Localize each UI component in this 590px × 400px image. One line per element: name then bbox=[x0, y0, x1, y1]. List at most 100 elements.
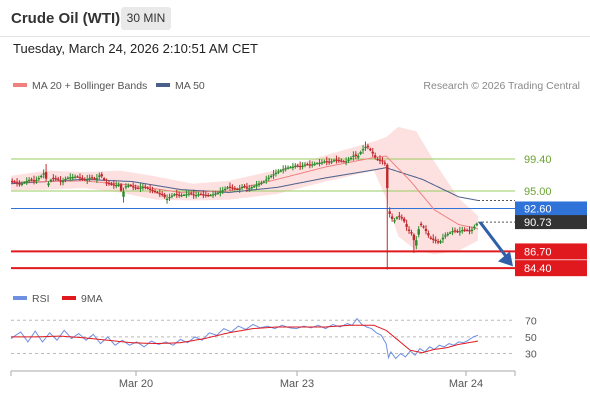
ma50-line bbox=[10, 167, 479, 201]
candle bbox=[107, 180, 111, 186]
candle-body bbox=[156, 192, 159, 194]
candle bbox=[432, 234, 435, 244]
candle bbox=[405, 219, 408, 231]
candle-body bbox=[197, 194, 200, 196]
legend-ma50-label: MA 50 bbox=[175, 80, 205, 92]
candle-body bbox=[69, 177, 72, 179]
candle-body bbox=[23, 182, 26, 184]
candle bbox=[422, 225, 425, 229]
candle-body bbox=[381, 160, 384, 162]
candle bbox=[279, 169, 282, 173]
candle bbox=[98, 172, 101, 180]
candle-body bbox=[470, 229, 474, 232]
candle bbox=[373, 152, 377, 160]
resistance-label: 99.40 bbox=[524, 154, 552, 166]
candle bbox=[361, 145, 365, 154]
candle-body bbox=[25, 180, 28, 183]
candle bbox=[13, 180, 16, 184]
candle-body bbox=[228, 186, 232, 188]
candle-body bbox=[451, 231, 454, 233]
candle bbox=[323, 159, 326, 164]
candle bbox=[146, 186, 149, 190]
candle-body bbox=[139, 187, 142, 189]
candle bbox=[64, 176, 67, 183]
candle bbox=[122, 187, 125, 203]
candle-body bbox=[71, 176, 74, 179]
x-axis-label: Mar 20 bbox=[119, 378, 153, 390]
candle bbox=[415, 236, 418, 250]
candle-body bbox=[185, 194, 188, 196]
candle bbox=[18, 180, 21, 187]
candle-body bbox=[320, 162, 324, 164]
candle bbox=[376, 157, 379, 161]
candle bbox=[81, 175, 84, 181]
candle-body bbox=[371, 151, 374, 154]
candle-body bbox=[458, 231, 462, 233]
candle bbox=[349, 156, 353, 161]
level-labels-layer: 99.40 95.00 92.60 90.73 86.70 84.40 bbox=[515, 154, 587, 277]
candle bbox=[124, 183, 128, 190]
candle bbox=[240, 184, 244, 191]
x-axis-layer: Mar 20 Mar 23 Mar 24 bbox=[10, 370, 516, 390]
candle-body bbox=[30, 179, 33, 181]
candle bbox=[88, 174, 91, 182]
candle bbox=[465, 228, 469, 232]
candle bbox=[260, 180, 263, 186]
candle-body bbox=[122, 191, 125, 197]
legend-ma20: MA 20 + Bollinger Bands bbox=[13, 80, 147, 92]
legend-ma20-label: MA 20 + Bollinger Bands bbox=[32, 80, 148, 92]
candle-body bbox=[330, 161, 333, 163]
candle bbox=[347, 156, 350, 163]
candle bbox=[136, 185, 140, 190]
candle-body bbox=[180, 195, 183, 197]
candle-body bbox=[255, 184, 258, 187]
candles-layer bbox=[11, 141, 478, 270]
candle bbox=[90, 174, 94, 180]
candle-body bbox=[301, 165, 304, 167]
candle-body bbox=[15, 182, 19, 184]
candle-body bbox=[434, 239, 437, 241]
candle-body bbox=[448, 232, 452, 234]
candle bbox=[475, 222, 478, 227]
timeframe-badge[interactable]: 30 MIN bbox=[121, 7, 171, 30]
candle bbox=[354, 151, 358, 160]
candle bbox=[238, 184, 241, 193]
support-label: 86.70 bbox=[524, 246, 552, 258]
candle-body bbox=[378, 159, 382, 161]
candle-body bbox=[40, 175, 43, 178]
candle bbox=[277, 169, 280, 175]
candle bbox=[40, 174, 43, 179]
candle bbox=[228, 182, 232, 191]
candle-body bbox=[18, 183, 21, 185]
candle bbox=[407, 226, 411, 234]
candle-body bbox=[238, 188, 241, 190]
candle-body bbox=[361, 149, 365, 151]
candle-body bbox=[245, 187, 249, 189]
candle-body bbox=[141, 186, 145, 189]
candle bbox=[187, 190, 191, 197]
candle bbox=[158, 189, 162, 197]
candle-body bbox=[352, 155, 355, 157]
candle bbox=[23, 181, 26, 184]
rsi-line bbox=[10, 317, 479, 360]
candle-body bbox=[279, 170, 282, 172]
candle bbox=[269, 174, 273, 179]
candle bbox=[100, 172, 103, 179]
candle bbox=[102, 177, 106, 182]
candle bbox=[441, 233, 445, 244]
candle bbox=[267, 174, 270, 182]
candle bbox=[393, 218, 396, 224]
candle bbox=[296, 163, 299, 168]
candle-body bbox=[192, 194, 195, 196]
candle-body bbox=[165, 198, 169, 201]
candle-body bbox=[107, 182, 111, 185]
candle-body bbox=[73, 176, 77, 178]
candle-body bbox=[439, 241, 442, 243]
candle bbox=[131, 182, 135, 191]
candle-body bbox=[243, 185, 246, 188]
support-label-box bbox=[515, 260, 587, 277]
candle bbox=[71, 173, 74, 180]
candle-body bbox=[54, 178, 57, 180]
candle-body bbox=[61, 181, 65, 183]
